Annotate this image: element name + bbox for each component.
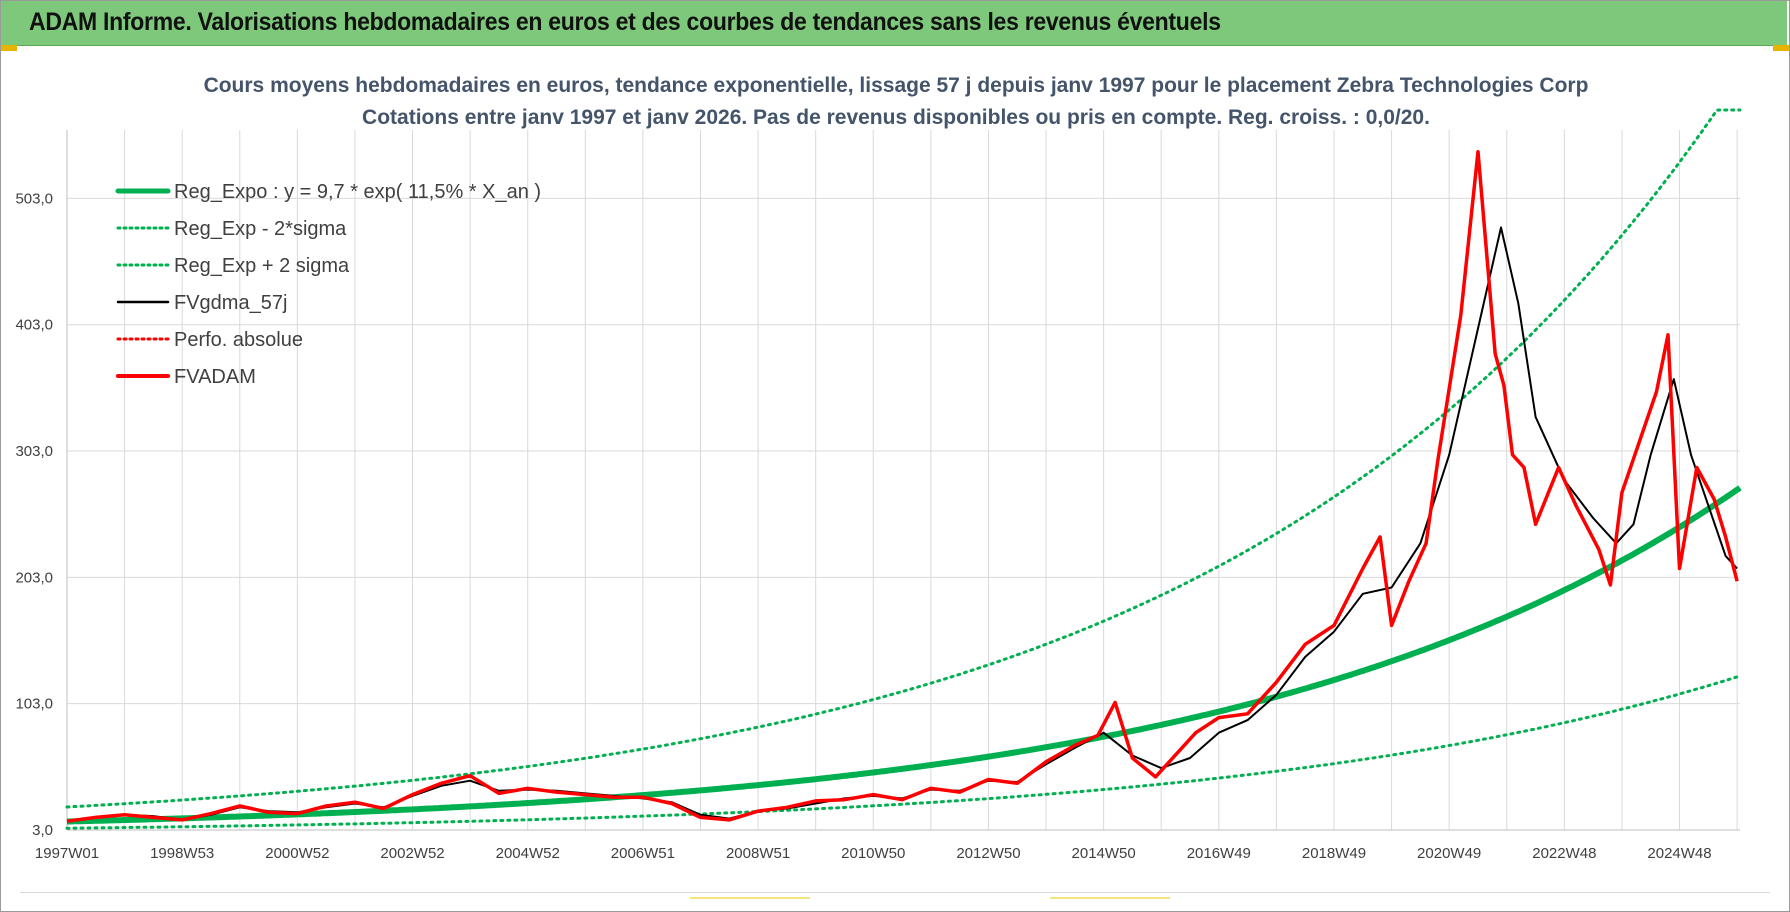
x-tick-label: 2008W51 bbox=[726, 845, 790, 862]
y-tick-label: 403,0 bbox=[15, 317, 53, 334]
y-tick-label: 203,0 bbox=[15, 569, 53, 586]
chart-title: Cours moyens hebdomadaires en euros, ten… bbox=[204, 74, 1589, 97]
divider bbox=[20, 892, 1770, 893]
corner-marker-left bbox=[1, 45, 17, 51]
y-tick-label: 303,0 bbox=[15, 443, 53, 460]
selection-hint-right bbox=[1050, 897, 1170, 899]
y-tick-label: 503,0 bbox=[15, 190, 53, 207]
x-tick-label: 2014W50 bbox=[1072, 845, 1136, 862]
x-tick-label: 2002W52 bbox=[380, 845, 444, 862]
legend-label: Reg_Expo : y = 9,7 * exp( 11,5% * X_an ) bbox=[174, 181, 541, 203]
x-tick-label: 2018W49 bbox=[1302, 845, 1366, 862]
y-tick-label: 103,0 bbox=[15, 696, 53, 713]
x-tick-label: 2006W51 bbox=[611, 845, 675, 862]
x-tick-label: 2012W50 bbox=[956, 845, 1020, 862]
legend: Reg_Expo : y = 9,7 * exp( 11,5% * X_an )… bbox=[115, 181, 541, 388]
legend-label: Reg_Exp + 2 sigma bbox=[174, 255, 350, 277]
selection-hint-left bbox=[690, 897, 810, 899]
legend-label: FVgdma_57j bbox=[174, 292, 287, 314]
tick-labels: 3,0 103,0 203,0 303,0 403,0 503,0 1997W01 1998W… bbox=[15, 190, 1711, 862]
chart-subtitle: Cotations entre janv 1997 et janv 2026. … bbox=[362, 106, 1430, 129]
series-reg-minus-2sigma bbox=[65, 674, 1742, 830]
x-tick-label: 2016W49 bbox=[1187, 845, 1251, 862]
series-layer bbox=[65, 108, 1742, 830]
legend-label: FVADAM bbox=[174, 366, 256, 388]
y-tick-label: 3,0 bbox=[32, 822, 53, 839]
x-tick-label: 1997W01 bbox=[35, 845, 99, 862]
x-tick-label: 1998W53 bbox=[150, 845, 214, 862]
x-tick-label: 2020W49 bbox=[1417, 845, 1481, 862]
corner-marker-right bbox=[1773, 45, 1789, 51]
x-tick-label: 2022W48 bbox=[1532, 845, 1596, 862]
page-title: ADAM Informe. Valorisations hebdomadaire… bbox=[29, 8, 1221, 36]
series-reg-expo bbox=[67, 485, 1742, 825]
legend-label: Reg_Exp - 2*sigma bbox=[174, 218, 347, 240]
grid bbox=[66, 130, 1740, 831]
series-reg-plus-2sigma bbox=[65, 108, 1742, 809]
x-tick-label: 2024W48 bbox=[1647, 845, 1711, 862]
series-fvadam bbox=[66, 149, 1739, 823]
x-tick-label: 2010W50 bbox=[841, 845, 905, 862]
legend-label: Perfo. absolue bbox=[174, 329, 303, 351]
x-tick-label: 2004W52 bbox=[496, 845, 560, 862]
series-fvgdma-57j bbox=[66, 226, 1738, 823]
header-banner: ADAM Informe. Valorisations hebdomadaire… bbox=[1, 1, 1787, 46]
x-tick-label: 2000W52 bbox=[265, 845, 329, 862]
